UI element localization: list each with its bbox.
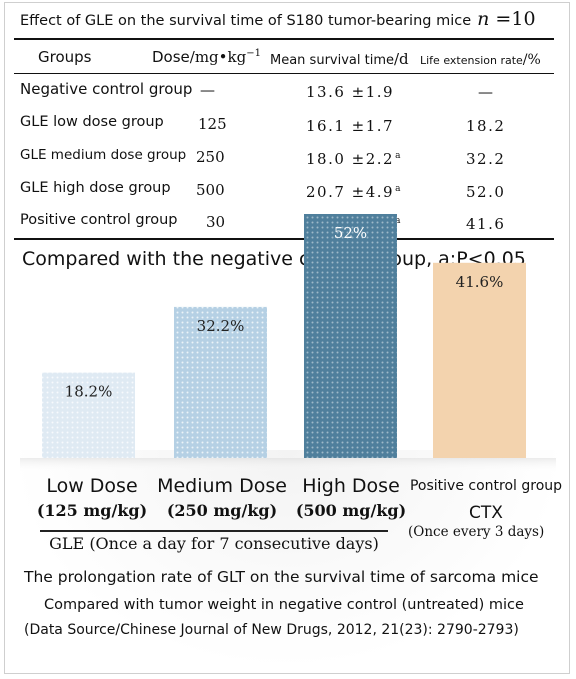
row-dose: — xyxy=(200,81,215,99)
bar-value-label: 41.6% xyxy=(456,273,504,291)
header-life-unit: /% xyxy=(522,52,541,68)
x-category-sublabel: (125 mg/kg) xyxy=(36,501,148,520)
bar-value-label: 18.2% xyxy=(65,383,113,401)
x-category-label: Medium Dose xyxy=(157,475,287,497)
row-significance-mark: a xyxy=(395,151,402,161)
row-dose: 500 xyxy=(196,181,225,199)
table-bottom-rule xyxy=(14,238,554,240)
row-life-extension: — xyxy=(478,83,495,101)
table-title-n: n xyxy=(477,8,490,30)
row-group-name: Positive control group xyxy=(20,212,178,228)
footer-title: The prolongation rate of GLT on the surv… xyxy=(24,568,539,586)
gle-bracket-line xyxy=(40,530,388,532)
header-life-label: Life extension rate xyxy=(420,54,523,67)
bar-value-label: 32.2% xyxy=(197,317,245,335)
footer-source: (Data Source/Chinese Journal of New Drug… xyxy=(24,622,519,638)
row-group-name: GLE medium dose group xyxy=(20,147,187,163)
row-group-name: GLE low dose group xyxy=(20,114,164,130)
row-dose: 30 xyxy=(206,213,226,231)
row-group-name: GLE high dose group xyxy=(20,180,171,196)
row-life-extension: 41.6 xyxy=(466,215,506,233)
header-mean-survival: Mean survival time/d xyxy=(270,50,409,68)
row-mean-value: 20.7 ±4.9 xyxy=(306,183,395,201)
row-mean-value: 18.0 ±2.2 xyxy=(306,150,395,168)
x-category-label: High Dose xyxy=(302,475,400,497)
row-mean-value: 16.1 ±1.7 xyxy=(306,117,395,135)
table-title: Effect of GLE on the survival time of S1… xyxy=(20,8,536,30)
table-header-rule xyxy=(14,73,554,74)
chart-floor xyxy=(20,458,556,472)
row-mean-survival: 16.1 ±1.7 xyxy=(306,117,394,135)
row-life-extension: 32.2 xyxy=(466,150,506,168)
row-mean-value: 13.6 ±1.9 xyxy=(306,83,395,101)
header-groups: Groups xyxy=(38,48,92,66)
x-category-sublabel: (250 mg/kg) xyxy=(166,501,278,520)
table-title-n-value: =10 xyxy=(489,8,536,30)
x-category-label: Positive control group xyxy=(409,478,563,494)
header-life-extension: Life extension rate/% xyxy=(420,52,541,68)
row-dose: 250 xyxy=(196,148,225,166)
footer-subtitle: Compared with tumor weight in negative c… xyxy=(44,597,524,613)
header-dose-label: Dose xyxy=(152,48,190,66)
x-category-label: Low Dose xyxy=(46,475,138,497)
row-dose: 125 xyxy=(198,115,227,133)
row-mean-survival: 18.0 ±2.2a xyxy=(306,150,402,168)
row-life-extension: 52.0 xyxy=(466,183,506,201)
header-dose: Dose/mg•kg−1 xyxy=(152,48,261,66)
bar-texture-0 xyxy=(42,372,135,458)
significance-note: Compared with the negative control group… xyxy=(22,248,526,270)
header-dose-exp: −1 xyxy=(246,48,261,59)
table-top-rule xyxy=(14,38,554,40)
row-group-name: Negative control group xyxy=(20,80,193,98)
ctx-schedule-note: (Once every 3 days) xyxy=(408,524,545,540)
bar-3 xyxy=(433,262,526,458)
row-significance-mark: a xyxy=(395,216,402,226)
row-life-extension: 18.2 xyxy=(466,117,506,135)
table-title-text: Effect of GLE on the survival time of S1… xyxy=(20,13,472,29)
header-mean-unit: /d xyxy=(394,50,409,68)
row-mean-survival: 20.7 ±4.9a xyxy=(306,183,402,201)
gle-group-label: GLE (Once a day for 7 consecutive days) xyxy=(49,534,379,553)
row-mean-survival: 13.6 ±1.9 xyxy=(306,83,394,101)
header-mean-label: Mean survival time xyxy=(270,53,394,68)
bar-value-label: 52% xyxy=(334,224,367,242)
floor-shadow xyxy=(10,450,566,670)
row-significance-mark: a xyxy=(395,184,402,194)
bar-texture-1 xyxy=(174,306,267,458)
x-category-sublabel: CTX xyxy=(469,503,503,523)
x-category-sublabel: (500 mg/kg) xyxy=(295,501,407,520)
bar-texture-2 xyxy=(304,214,397,458)
header-dose-unit: /mg•kg xyxy=(189,48,247,66)
